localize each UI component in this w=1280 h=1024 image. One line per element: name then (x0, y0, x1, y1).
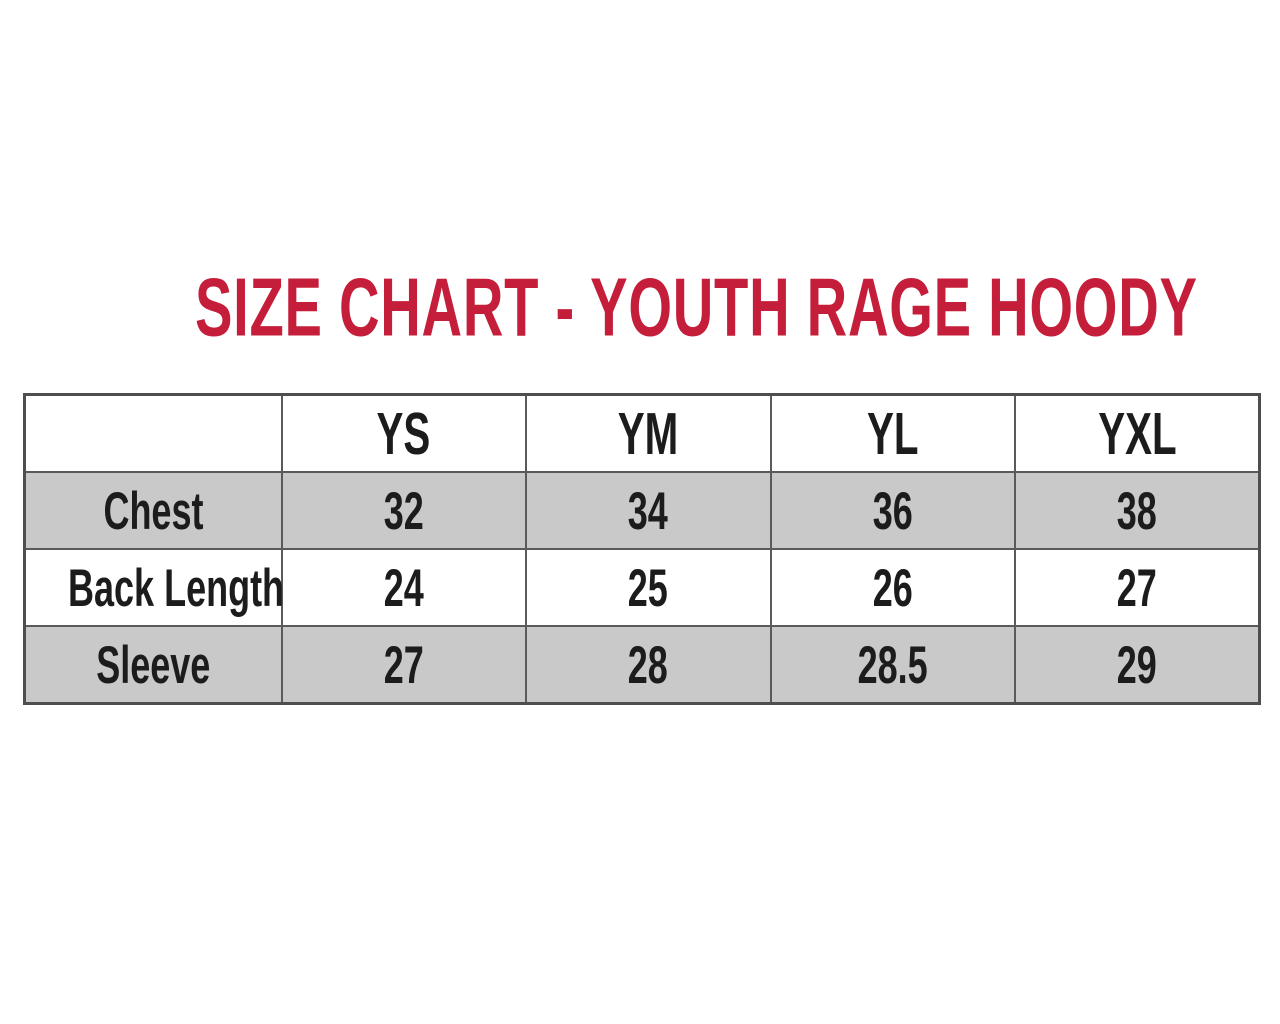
cell-chest-yxl-text: 38 (1116, 480, 1158, 541)
cell-sleeve-ym-text: 28 (628, 634, 669, 695)
page-title: SIZE CHART - YOUTH RAGE HOODY (0, 260, 1280, 354)
row-label-sleeve: Sleeve (23, 625, 283, 705)
cell-sleeve-yl-text: 28.5 (857, 634, 928, 695)
cell-chest-ym: 34 (525, 471, 772, 550)
header-cell-ym: YM (525, 393, 772, 473)
row-label-back-length: Back Length (23, 548, 285, 627)
table-row-chest: Chest 32 34 36 38 (23, 471, 1261, 550)
cell-sleeve-yl: 28.5 (769, 625, 1016, 705)
header-cell-blank (23, 393, 283, 473)
row-label-chest: Chest (23, 471, 283, 550)
cell-sleeve-yxl-text: 29 (1116, 634, 1158, 695)
row-label-sleeve-text: Sleeve (96, 634, 211, 695)
cell-back-length-yl: 26 (769, 548, 1016, 627)
cell-chest-yxl: 38 (1014, 471, 1261, 550)
cell-back-length-ys: 24 (280, 548, 527, 627)
cell-back-length-yxl-text: 27 (1116, 557, 1158, 618)
row-label-back-length-text: Back Length (68, 557, 285, 618)
cell-chest-ys: 32 (280, 471, 527, 550)
cell-sleeve-yxl: 29 (1014, 625, 1261, 705)
cell-sleeve-ys-text: 27 (383, 634, 424, 695)
page-title-text: SIZE CHART - YOUTH RAGE HOODY (194, 260, 1198, 354)
cell-back-length-ys-text: 24 (383, 557, 424, 618)
header-ys-text: YS (376, 400, 431, 467)
header-yl-text: YL (866, 400, 919, 467)
cell-sleeve-ym: 28 (525, 625, 772, 705)
table-header-row: YS YM YL YXL (23, 393, 1261, 473)
row-label-chest-text: Chest (103, 480, 204, 541)
cell-chest-ys-text: 32 (383, 480, 424, 541)
header-cell-yxl: YXL (1014, 393, 1261, 473)
table-row-back-length: Back Length 24 25 26 27 (23, 548, 1261, 627)
table-row-sleeve: Sleeve 27 28 28.5 29 (23, 625, 1261, 705)
size-chart-table: YS YM YL YXL Chest 32 34 36 38 Back Leng… (23, 393, 1261, 705)
cell-back-length-yl-text: 26 (872, 557, 913, 618)
cell-chest-yl-text: 36 (872, 480, 913, 541)
cell-back-length-ym-text: 25 (628, 557, 669, 618)
cell-chest-ym-text: 34 (628, 480, 669, 541)
header-yxl-text: YXL (1097, 400, 1177, 467)
cell-sleeve-ys: 27 (280, 625, 527, 705)
header-cell-yl: YL (769, 393, 1016, 473)
header-cell-ys: YS (280, 393, 527, 473)
cell-back-length-ym: 25 (525, 548, 772, 627)
cell-chest-yl: 36 (769, 471, 1016, 550)
header-ym-text: YM (618, 400, 679, 467)
cell-back-length-yxl: 27 (1014, 548, 1261, 627)
